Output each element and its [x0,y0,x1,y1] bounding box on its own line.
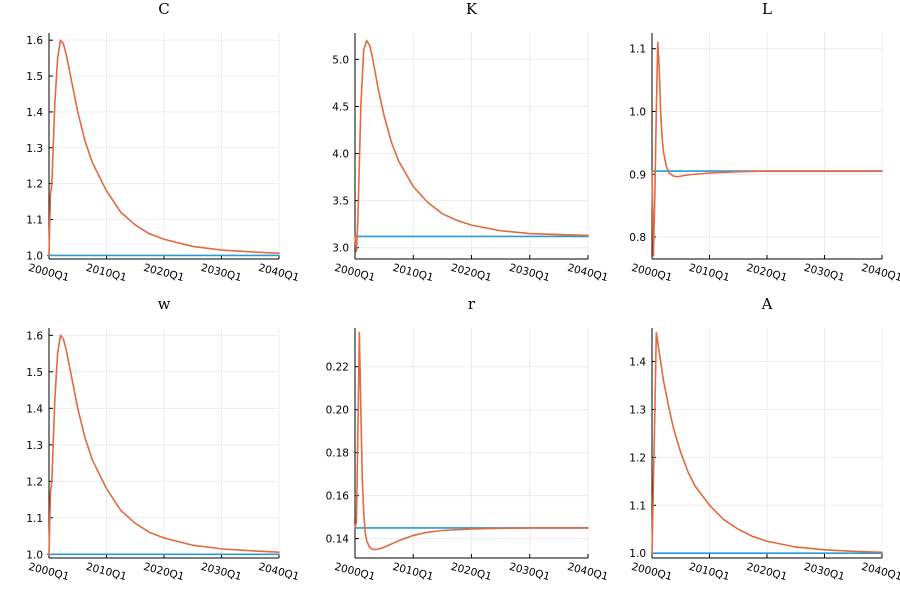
subplot-6: A 2000Q1 2010Q1 2020Q1 2030Q1 2040Q1 1.0 1.1 1.2… [629,295,900,583]
y-tick-label: 1.0 [629,548,646,560]
x-tick-label: 2010Q1 [688,262,731,284]
x-tick-label: 2030Q1 [803,561,846,583]
x-tick-label: 2010Q1 [391,262,434,284]
y-tick-label: 0.18 [326,448,349,460]
x-tick-label: 2010Q1 [85,262,128,284]
y-tick-label: 4.0 [332,149,349,161]
x-tick-label: 2030Q1 [508,561,551,583]
y-tick-label: 1.5 [26,367,43,379]
y-tick-label: 1.4 [26,403,43,415]
subplot-2: K 2000Q1 2010Q1 2020Q1 2030Q1 2040Q1 3.0 3.5 4.0… [332,0,609,284]
y-tick-label: 0.14 [326,534,350,546]
series-2-line [651,41,883,257]
y-tick-label: 1.2 [26,476,43,488]
x-tick-label: 2040Q1 [566,262,609,284]
y-tick-label: 1.4 [629,357,646,369]
y-tick-label: 0.9 [629,169,646,181]
y-tick-label: 1.3 [26,143,43,155]
y-tick-label: 1.3 [26,440,43,452]
x-tick-label: 2020Q1 [450,561,493,583]
x-tick-label: 2040Q1 [566,561,609,583]
y-tick-label: 1.1 [629,500,646,512]
x-tick-label: 2000Q1 [27,561,70,583]
subplot-title: A [761,295,773,313]
x-tick-label: 2040Q1 [860,262,900,284]
x-tick-label: 2020Q1 [745,262,788,284]
y-tick-label: 4.5 [332,101,349,113]
y-tick-label: 1.1 [629,44,646,56]
x-tick-label: 2040Q1 [860,561,900,583]
subplot-title: K [466,0,478,18]
series-2-line [48,39,280,257]
y-tick-label: 0.16 [326,491,350,503]
x-tick-label: 2010Q1 [85,561,128,583]
y-tick-label: 1.0 [26,549,43,561]
x-tick-label: 2020Q1 [142,262,185,284]
y-tick-label: 1.3 [629,404,646,416]
y-tick-label: 1.4 [26,107,43,119]
x-tick-label: 2030Q1 [508,262,551,284]
series-2-line [354,39,589,253]
subplot-title: w [158,295,171,313]
x-tick-label: 2020Q1 [745,561,788,583]
subplot-4: w 2000Q1 2010Q1 2020Q1 2030Q1 2040Q1 1.0 1.1 1.2… [26,295,300,583]
subplot-title: C [158,0,169,18]
y-tick-label: 0.22 [326,362,349,374]
y-tick-label: 0.8 [629,232,646,244]
y-tick-label: 1.6 [26,330,43,342]
x-tick-label: 2000Q1 [630,561,673,583]
series-2-line [48,334,280,556]
y-tick-label: 1.2 [629,452,646,464]
y-tick-label: 1.0 [629,106,646,118]
x-tick-label: 2020Q1 [142,561,185,583]
subplot-3: L 2000Q1 2010Q1 2020Q1 2030Q1 2040Q1 0.8 0.9 1.0… [629,0,900,284]
y-tick-label: 1.0 [26,250,43,262]
y-tick-label: 3.0 [332,243,349,255]
x-tick-label: 2000Q1 [333,262,376,284]
x-tick-label: 2030Q1 [200,561,243,583]
x-tick-label: 2010Q1 [688,561,731,583]
x-tick-label: 2000Q1 [333,561,376,583]
x-tick-label: 2000Q1 [27,262,70,284]
subplot-title: r [468,295,476,313]
subplot-1: C 2000Q1 2010Q1 2020Q1 2030Q1 2040Q1 1.0 1.1 1.2… [26,0,300,284]
x-tick-label: 2030Q1 [803,262,846,284]
x-tick-label: 2010Q1 [391,561,434,583]
y-tick-label: 1.5 [26,71,43,83]
x-tick-label: 2000Q1 [630,262,673,284]
series-2-line [354,331,589,551]
y-tick-label: 5.0 [332,54,349,66]
x-tick-label: 2040Q1 [257,561,300,583]
series-2-line [651,331,883,555]
y-tick-label: 1.1 [26,215,43,227]
y-tick-label: 3.5 [332,196,349,208]
y-tick-label: 1.6 [26,35,43,47]
x-tick-label: 2020Q1 [450,262,493,284]
subplot-title: L [762,0,772,18]
y-tick-label: 1.1 [26,513,43,525]
y-tick-label: 1.2 [26,179,43,191]
x-tick-label: 2040Q1 [257,262,300,284]
y-tick-label: 0.20 [326,405,349,417]
x-tick-label: 2030Q1 [200,262,243,284]
subplot-5: r 2000Q1 2010Q1 2020Q1 2030Q1 2040Q1 0.14 0.16 0… [326,295,610,583]
